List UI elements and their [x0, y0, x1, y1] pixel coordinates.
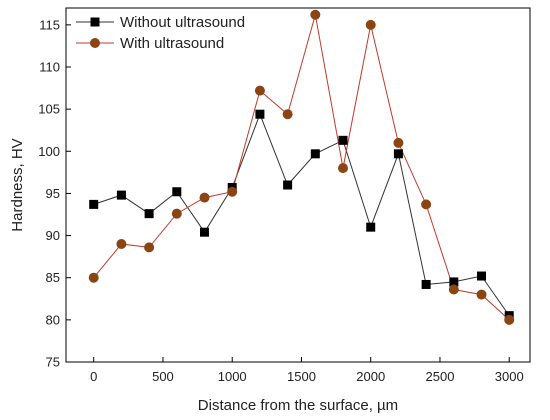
data-point-without-ultrasound: [172, 187, 182, 197]
data-point-with-ultrasound: [476, 289, 487, 300]
y-tick-label: 90: [46, 228, 60, 243]
data-point-without-ultrasound: [144, 209, 154, 219]
y-tick-label: 100: [38, 144, 60, 159]
data-point-without-ultrasound: [393, 149, 403, 159]
data-point-without-ultrasound: [449, 277, 459, 287]
legend-marker-with-ultrasound: [90, 38, 100, 48]
data-point-with-ultrasound: [448, 284, 459, 295]
legend: Without ultrasound With ultrasound: [76, 14, 245, 52]
data-point-with-ultrasound: [88, 272, 99, 283]
y-tick-label: 85: [46, 270, 60, 285]
data-point-without-ultrasound: [421, 279, 431, 289]
series-line-without-ultrasound: [93, 112, 510, 316]
data-point-with-ultrasound: [144, 242, 155, 253]
y-tick-label: 115: [39, 17, 60, 32]
y-axis-title: Hardness, HV: [9, 138, 26, 231]
data-point-without-ultrasound: [338, 135, 348, 145]
data-point-with-ultrasound: [116, 239, 127, 249]
y-tick-label: 110: [39, 60, 60, 75]
data-point-with-ultrasound: [199, 192, 210, 203]
data-point-with-ultrasound: [310, 9, 321, 20]
x-axis: 0 500 1000 1500 2000 2500 3000: [90, 357, 524, 384]
data-point-with-ultrasound: [227, 186, 238, 197]
data-point-with-ultrasound: [504, 314, 515, 325]
y-tick-label: 80: [46, 312, 60, 327]
data-point-with-ultrasound: [365, 19, 376, 30]
data-point-with-ultrasound: [421, 199, 432, 210]
y-tick-label: 105: [38, 102, 60, 117]
y-axis: 75 80 85 90 95 100 105 110 115: [38, 17, 71, 370]
x-tick-label: 0: [90, 369, 97, 384]
legend-label-with-ultrasound: With ultrasound: [120, 35, 224, 52]
data-point-without-ultrasound: [200, 227, 210, 237]
legend-label-without-ultrasound: Without ultrasound: [120, 14, 245, 31]
data-point-without-ultrasound: [366, 222, 376, 232]
x-tick-label: 1000: [218, 369, 247, 384]
x-tick-label: 2000: [356, 369, 385, 384]
plot-marks: [88, 9, 515, 325]
data-point-with-ultrasound: [393, 137, 404, 148]
x-tick-label: 3000: [495, 369, 524, 384]
data-point-without-ultrasound: [89, 199, 99, 209]
x-tick-label: 500: [152, 369, 174, 384]
y-tick-label: 75: [46, 355, 60, 370]
series-line-with-ultrasound: [93, 14, 510, 321]
data-point-with-ultrasound: [338, 163, 349, 174]
data-point-without-ultrasound: [283, 180, 293, 190]
x-tick-label: 1500: [287, 369, 316, 384]
legend-marker-without-ultrasound: [90, 17, 100, 27]
x-axis-title: Distance from the surface, µm: [198, 397, 398, 414]
plot-frame: [65, 7, 531, 363]
data-point-with-ultrasound: [282, 109, 293, 120]
data-point-without-ultrasound: [310, 149, 320, 159]
data-point-without-ultrasound: [477, 271, 487, 281]
data-point-with-ultrasound: [171, 208, 182, 219]
data-point-without-ultrasound: [255, 109, 265, 119]
y-tick-label: 95: [46, 186, 60, 201]
data-point-without-ultrasound: [116, 190, 126, 200]
data-point-with-ultrasound: [254, 85, 265, 96]
x-tick-label: 2500: [426, 369, 455, 384]
